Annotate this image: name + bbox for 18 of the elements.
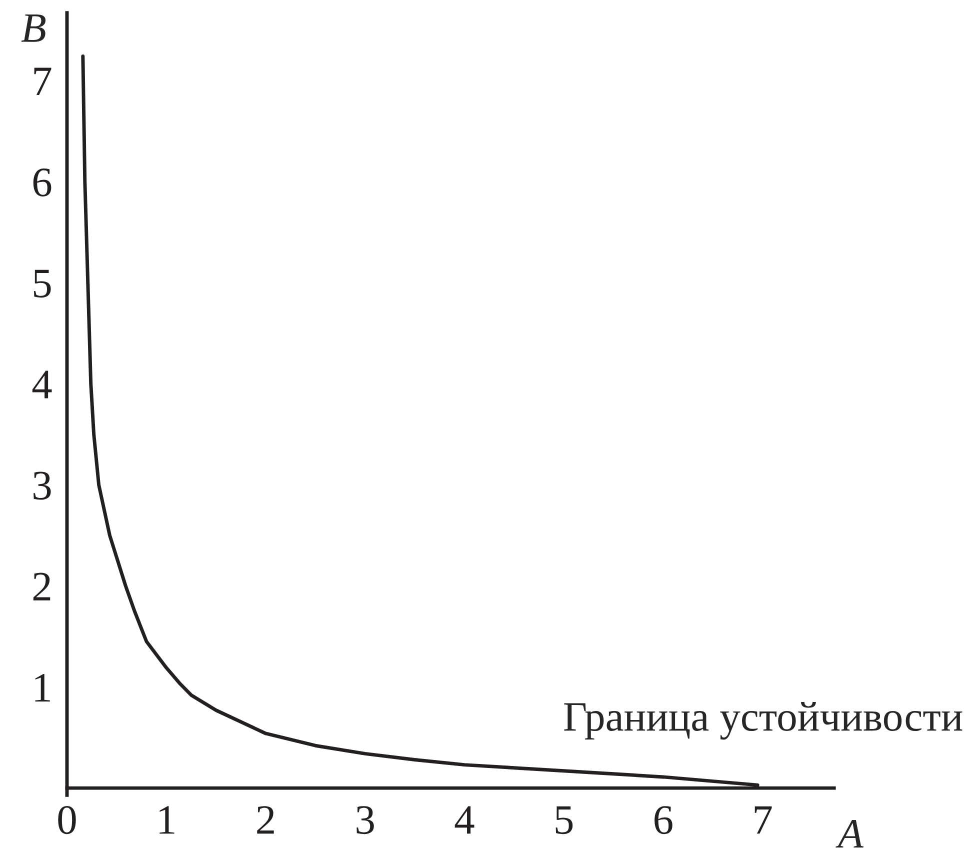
x-tick-label: 4 (454, 806, 474, 834)
x-tick-label: 0 (58, 806, 76, 834)
x-axis-title: A (836, 820, 864, 848)
y-tick-label: 7 (34, 68, 52, 95)
y-tick-label: 2 (33, 572, 50, 600)
x-tick-label: 6 (654, 806, 672, 834)
y-tick-label: 1 (35, 674, 50, 702)
x-tick-label: 1 (160, 806, 174, 834)
y-tick-label: 6 (33, 168, 52, 196)
y-tick-label: 4 (32, 370, 52, 398)
annotation: Граница устойчивости (564, 702, 962, 740)
x-tick-label: 7 (754, 806, 772, 834)
x-tick-label: 5 (556, 806, 573, 834)
y-axis-title: B (21, 14, 46, 42)
y-tick-label: 3 (34, 472, 51, 500)
x-tick-label: 3 (356, 806, 374, 834)
x-tick-label: 2 (257, 806, 274, 834)
y-tick-label: 5 (34, 270, 51, 298)
